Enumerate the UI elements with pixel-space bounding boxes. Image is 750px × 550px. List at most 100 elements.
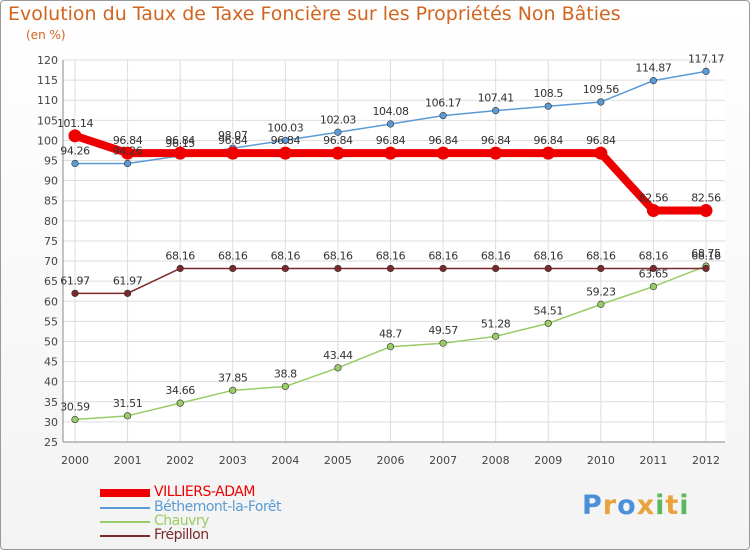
data-label: 68.16 (534, 249, 564, 262)
y-tick-label: 65 (44, 275, 58, 288)
data-point (649, 77, 658, 85)
y-tick-label: 35 (44, 396, 58, 409)
x-tick-label: 2002 (166, 454, 194, 467)
data-point (331, 146, 345, 160)
x-tick-label: 2011 (639, 454, 667, 467)
data-point (176, 264, 184, 273)
data-label: 61.97 (60, 274, 90, 287)
data-label: 100.03 (267, 121, 303, 134)
data-point (281, 264, 289, 273)
logo-letter: r (602, 490, 618, 521)
data-label: 43.44 (323, 349, 353, 362)
logo-letter: t (665, 490, 680, 521)
data-label: 108.5 (534, 87, 564, 100)
y-tick-label: 50 (44, 335, 58, 348)
y-tick-label: 80 (44, 215, 58, 228)
data-point (123, 159, 132, 168)
data-label: 96.84 (534, 134, 564, 147)
data-point (226, 146, 240, 160)
data-label: 101.14 (57, 117, 93, 130)
data-label: 38.8 (274, 368, 297, 381)
data-label: 68.16 (218, 249, 248, 262)
y-tick-label: 100 (37, 134, 58, 147)
data-point (229, 386, 237, 394)
data-point (594, 146, 608, 160)
data-label: 54.51 (534, 304, 564, 317)
data-point (229, 264, 237, 273)
legend-swatch (100, 489, 150, 497)
data-label: 68.75 (691, 247, 721, 260)
data-label: 37.85 (218, 371, 248, 384)
x-tick-label: 2006 (377, 454, 405, 467)
legend-label: Béthemont-la-Forêt (154, 499, 282, 515)
data-point (386, 343, 395, 351)
y-tick-label: 70 (44, 255, 58, 268)
y-tick-label: 85 (44, 195, 58, 208)
data-point (541, 146, 555, 160)
data-point (492, 332, 500, 340)
data-point (123, 412, 132, 420)
data-point (121, 146, 135, 160)
x-tick-label: 2000 (61, 454, 89, 467)
data-label: 96.84 (323, 134, 353, 147)
data-label: 68.16 (481, 249, 511, 262)
data-label: 96.84 (428, 134, 458, 147)
data-label: 114.87 (635, 62, 671, 75)
data-point (544, 319, 552, 327)
data-point (68, 129, 82, 143)
data-point (71, 289, 79, 297)
data-point (384, 146, 397, 160)
data-point (597, 98, 605, 106)
legend-swatch (100, 507, 150, 509)
data-point (278, 146, 292, 160)
data-label: 61.97 (113, 274, 143, 287)
data-point (649, 264, 658, 273)
data-label: 48.7 (379, 328, 402, 341)
legend-label: Frépillon (154, 527, 209, 543)
data-label: 68.16 (323, 249, 353, 262)
data-label: 51.28 (481, 317, 511, 330)
data-point (386, 264, 395, 273)
data-point (646, 204, 660, 218)
data-point (489, 146, 503, 160)
data-point (123, 289, 132, 297)
x-tick-label: 2003 (219, 454, 247, 467)
proxiti-logo: Proxiti (582, 490, 690, 521)
data-point (334, 264, 342, 273)
logo-letter: o (617, 490, 637, 521)
legend-swatch (100, 521, 150, 523)
y-tick-label: 45 (44, 356, 58, 369)
y-tick-label: 105 (37, 114, 58, 127)
data-label: 68.16 (691, 249, 721, 262)
data-label: 59.23 (586, 285, 616, 298)
data-point (281, 382, 289, 391)
data-label: 106.17 (425, 97, 461, 110)
data-point (439, 264, 447, 273)
x-tick-label: 2004 (271, 454, 299, 467)
data-label: 96.15 (165, 137, 195, 150)
data-label: 82.56 (691, 192, 721, 205)
x-tick-label: 2001 (114, 454, 142, 467)
data-label: 68.16 (639, 249, 669, 262)
data-label: 96.84 (586, 134, 616, 147)
data-point (439, 112, 447, 120)
data-point (492, 107, 500, 115)
data-point (702, 67, 710, 75)
x-tick-label: 2005 (324, 454, 352, 467)
legend-label: VILLIERS-ADAM (154, 484, 255, 500)
data-label: 68.16 (586, 249, 616, 262)
data-point (176, 399, 184, 407)
data-point (544, 102, 552, 110)
data-point (597, 264, 605, 273)
y-tick-label: 115 (37, 74, 58, 87)
data-point (439, 339, 447, 347)
data-label: 31.51 (113, 397, 143, 410)
data-point (281, 136, 289, 144)
data-label: 68.16 (428, 249, 458, 262)
data-label: 109.56 (583, 83, 619, 96)
data-label: 68.16 (165, 249, 195, 262)
y-axis-unit: (en %) (26, 28, 66, 42)
data-point (386, 120, 395, 128)
data-label: 82.56 (639, 192, 669, 205)
